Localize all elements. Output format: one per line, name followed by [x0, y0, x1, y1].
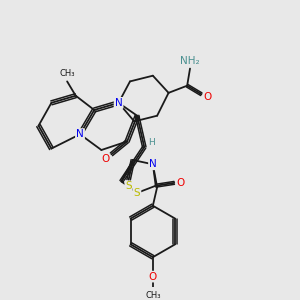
Text: O: O [204, 92, 212, 102]
Text: O: O [149, 272, 157, 282]
Text: H: H [148, 138, 155, 147]
Text: N: N [76, 129, 84, 139]
Text: N: N [149, 159, 157, 169]
Text: N: N [76, 129, 84, 139]
Text: O: O [176, 178, 185, 188]
Text: S: S [125, 181, 132, 191]
Text: CH₃: CH₃ [145, 291, 160, 300]
Text: CH₃: CH₃ [59, 69, 75, 78]
Text: N: N [115, 98, 122, 108]
Text: O: O [101, 154, 109, 164]
Text: N: N [115, 98, 122, 108]
Text: NH₂: NH₂ [180, 56, 200, 66]
Text: S: S [134, 188, 140, 198]
